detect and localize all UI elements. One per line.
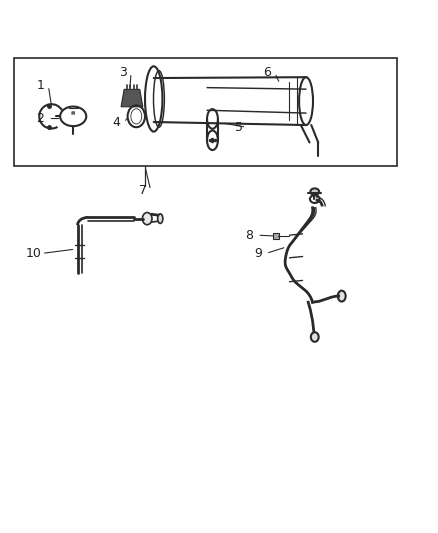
Text: 7: 7 [139,184,147,197]
Ellipse shape [338,290,346,302]
Ellipse shape [311,332,319,342]
Text: 6: 6 [263,66,271,79]
Ellipse shape [311,188,319,195]
Ellipse shape [158,214,163,223]
Text: 2: 2 [37,112,45,125]
Polygon shape [121,90,143,107]
Text: 1: 1 [37,79,45,92]
Text: 10: 10 [26,247,42,260]
Ellipse shape [142,213,152,225]
Text: 8: 8 [245,229,254,241]
Text: 4: 4 [113,116,120,130]
Text: 9: 9 [254,247,262,260]
Text: 5: 5 [235,121,243,134]
Text: 3: 3 [119,66,127,79]
Bar [14,58,397,166]
